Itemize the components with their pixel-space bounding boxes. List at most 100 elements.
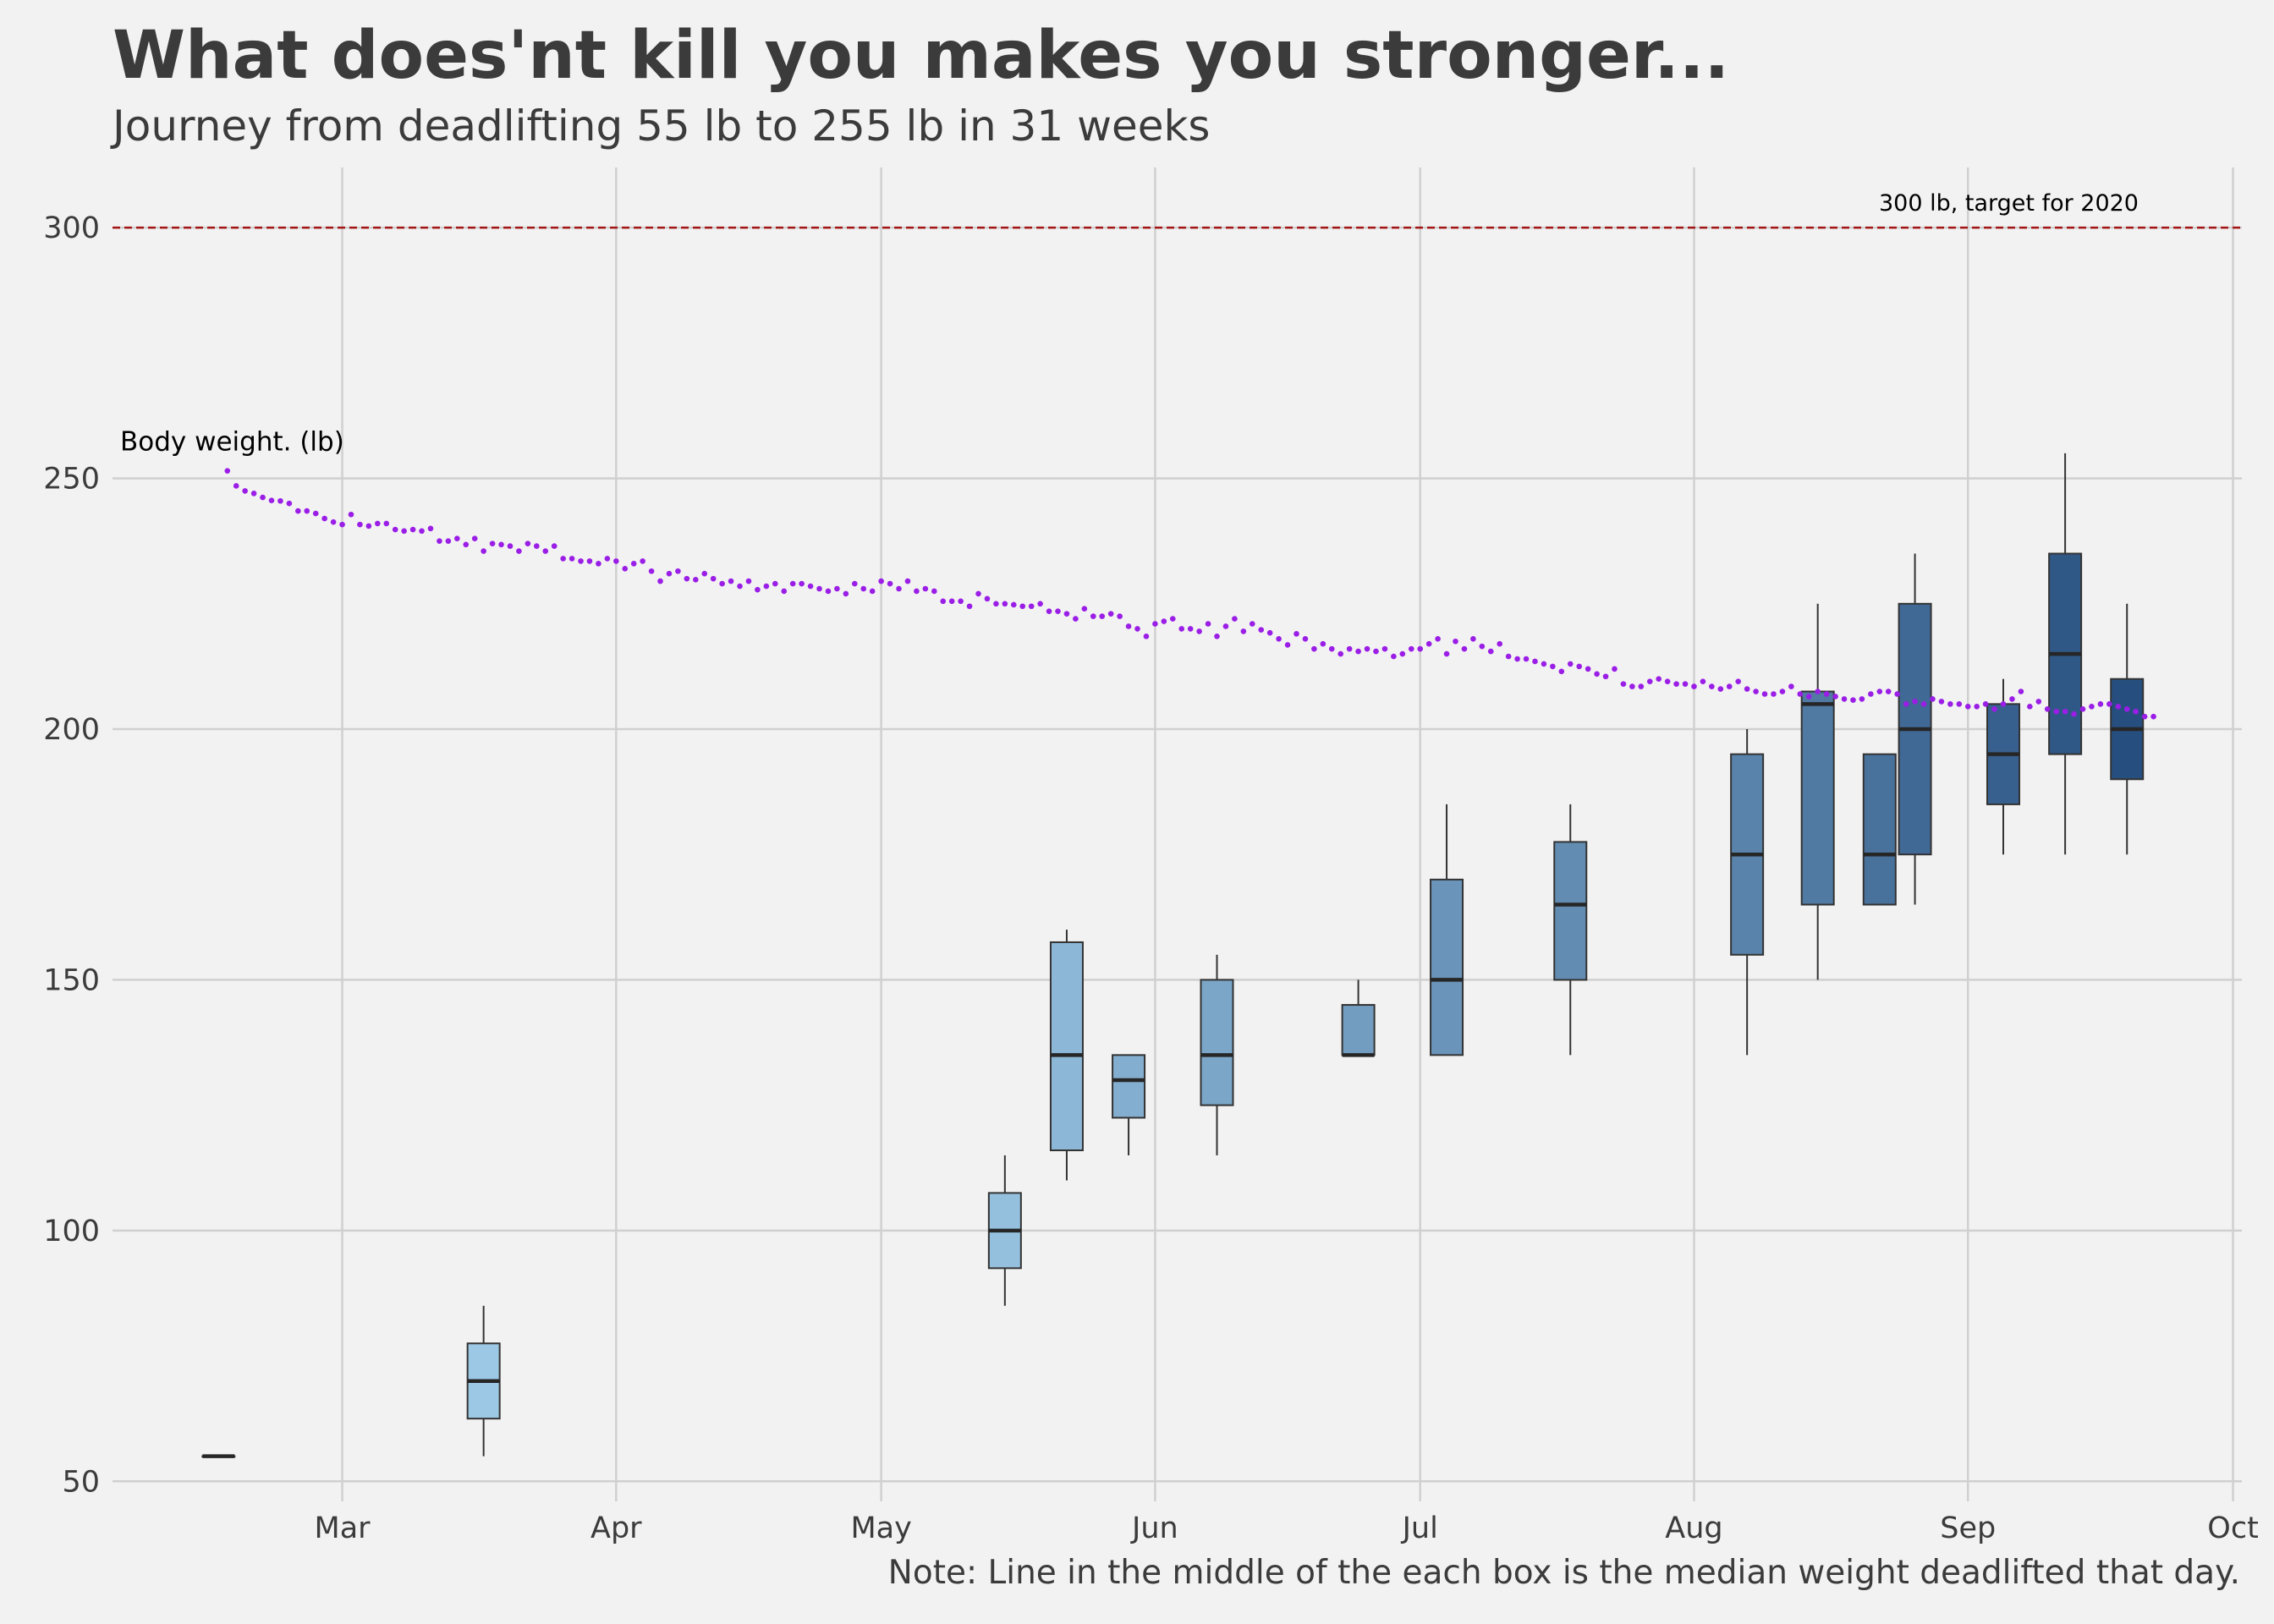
body-weight-point xyxy=(1664,678,1671,684)
body-weight-point xyxy=(2053,708,2059,715)
body-weight-point xyxy=(1541,661,1547,667)
y-tick-label: 100 xyxy=(43,1215,100,1248)
body-weight-point xyxy=(2027,704,2033,710)
body-weight-point xyxy=(1700,678,1706,684)
body-weight-point xyxy=(1205,621,1211,627)
box-plot xyxy=(2110,603,2145,855)
body-weight-point xyxy=(851,580,858,587)
body-weight-point xyxy=(922,585,929,592)
body-weight-point xyxy=(471,535,478,542)
body-weight-point xyxy=(666,570,673,577)
body-weight-point xyxy=(277,497,283,504)
body-weight-point xyxy=(357,521,363,528)
body-weight-point xyxy=(1232,616,1238,622)
body-weight-point xyxy=(2089,704,2095,710)
body-weight-point xyxy=(622,565,629,572)
body-weight-point xyxy=(1417,645,1424,652)
body-weight-point xyxy=(1320,640,1326,647)
body-weight-point xyxy=(1558,668,1565,675)
body-weight-point xyxy=(321,515,327,522)
body-weight-point xyxy=(1266,629,1273,636)
body-weight-point xyxy=(1497,640,1503,647)
body-weight-point xyxy=(1885,689,1892,694)
body-weight-point xyxy=(1868,691,1874,697)
body-weight-point xyxy=(1099,613,1106,619)
body-weight-point xyxy=(1974,704,1980,710)
body-weight-point xyxy=(2141,713,2148,720)
body-weight-point xyxy=(825,588,832,595)
body-weight-point xyxy=(834,585,840,592)
body-weight-point xyxy=(2071,710,2077,717)
body-weight-point xyxy=(940,598,947,605)
body-weight-point xyxy=(1832,694,1838,700)
body-weight-point xyxy=(613,558,619,564)
x-axis-ticks: Mar Apr May Jun Jul Aug Sep Oct xyxy=(315,1512,2259,1545)
body-weight-point xyxy=(816,585,822,592)
body-weight-point xyxy=(365,523,372,529)
box-plot xyxy=(1800,603,1835,980)
body-weight-point xyxy=(1443,650,1450,657)
body-weight-point xyxy=(1744,686,1750,692)
body-weight-point xyxy=(1152,621,1158,627)
body-weight-point xyxy=(1294,631,1299,637)
body-weight-point xyxy=(1328,645,1335,652)
body-weight-point xyxy=(1178,626,1185,632)
body-weight-point xyxy=(719,580,725,587)
body-weight-point xyxy=(1805,694,1812,700)
body-weight-point xyxy=(224,468,231,474)
body-weight-point xyxy=(304,508,310,514)
body-weight-point xyxy=(1620,681,1627,687)
body-weight-point xyxy=(383,520,390,527)
body-weight-point xyxy=(878,578,884,584)
body-weight-point xyxy=(843,590,849,597)
body-weight-point xyxy=(1991,705,1997,712)
body-weight-point xyxy=(2009,696,2015,702)
x-tick-label: Apr xyxy=(590,1512,642,1545)
body-weight-point xyxy=(560,556,566,562)
body-weight-point xyxy=(807,583,814,590)
body-weight-point xyxy=(551,543,558,549)
body-weight-point xyxy=(1771,691,1777,697)
body-weight-point xyxy=(1381,645,1388,652)
box-plot xyxy=(1341,979,1376,1057)
box-plot xyxy=(1112,1054,1146,1155)
body-weight-point xyxy=(1073,616,1079,622)
body-weight-point xyxy=(1594,671,1600,678)
body-weight-point xyxy=(1576,663,1583,670)
target-label: 300 lb, target for 2020 xyxy=(1879,190,2139,217)
body-weight-point xyxy=(498,541,504,548)
body-weight-point xyxy=(869,588,876,595)
body-weight-point xyxy=(1276,635,1282,642)
body-weight-point xyxy=(948,598,955,605)
body-weight-point xyxy=(339,521,345,528)
chart-subtitle: Journey from deadlifting 55 lb to 255 lb… xyxy=(110,102,1211,151)
body-weight-point xyxy=(1302,635,1309,642)
body-weight-point xyxy=(233,483,239,489)
box-body xyxy=(1049,941,1084,1151)
x-tick-label: Jul xyxy=(1401,1512,1438,1545)
body-weight-point xyxy=(604,556,611,562)
body-weight-point xyxy=(1028,603,1035,610)
x-tick-label: Mar xyxy=(315,1512,371,1545)
body-weight-point xyxy=(1859,696,1865,702)
body-weight-point xyxy=(1550,663,1556,670)
y-tick-label: 200 xyxy=(43,713,100,747)
body-weight-point xyxy=(1002,601,1008,607)
body-weight-point xyxy=(437,538,442,544)
x-tick-label: May xyxy=(850,1512,911,1545)
body-weight-point xyxy=(1894,691,1900,697)
body-weight-point xyxy=(931,588,937,595)
body-weight-point xyxy=(966,603,973,610)
body-weight-point xyxy=(781,588,788,595)
body-weight-point xyxy=(1920,701,1927,707)
body-weight-point xyxy=(958,598,964,605)
body-weight-point xyxy=(1107,611,1114,617)
body-weight-point xyxy=(1240,628,1247,634)
body-weight-point xyxy=(1646,678,1653,684)
body-weight-label: Body weight. (lb) xyxy=(120,427,344,458)
body-weight-point xyxy=(1656,676,1662,683)
box-body xyxy=(1800,690,1835,906)
body-weight-point xyxy=(1391,653,1397,660)
body-weight-point xyxy=(1055,608,1061,614)
